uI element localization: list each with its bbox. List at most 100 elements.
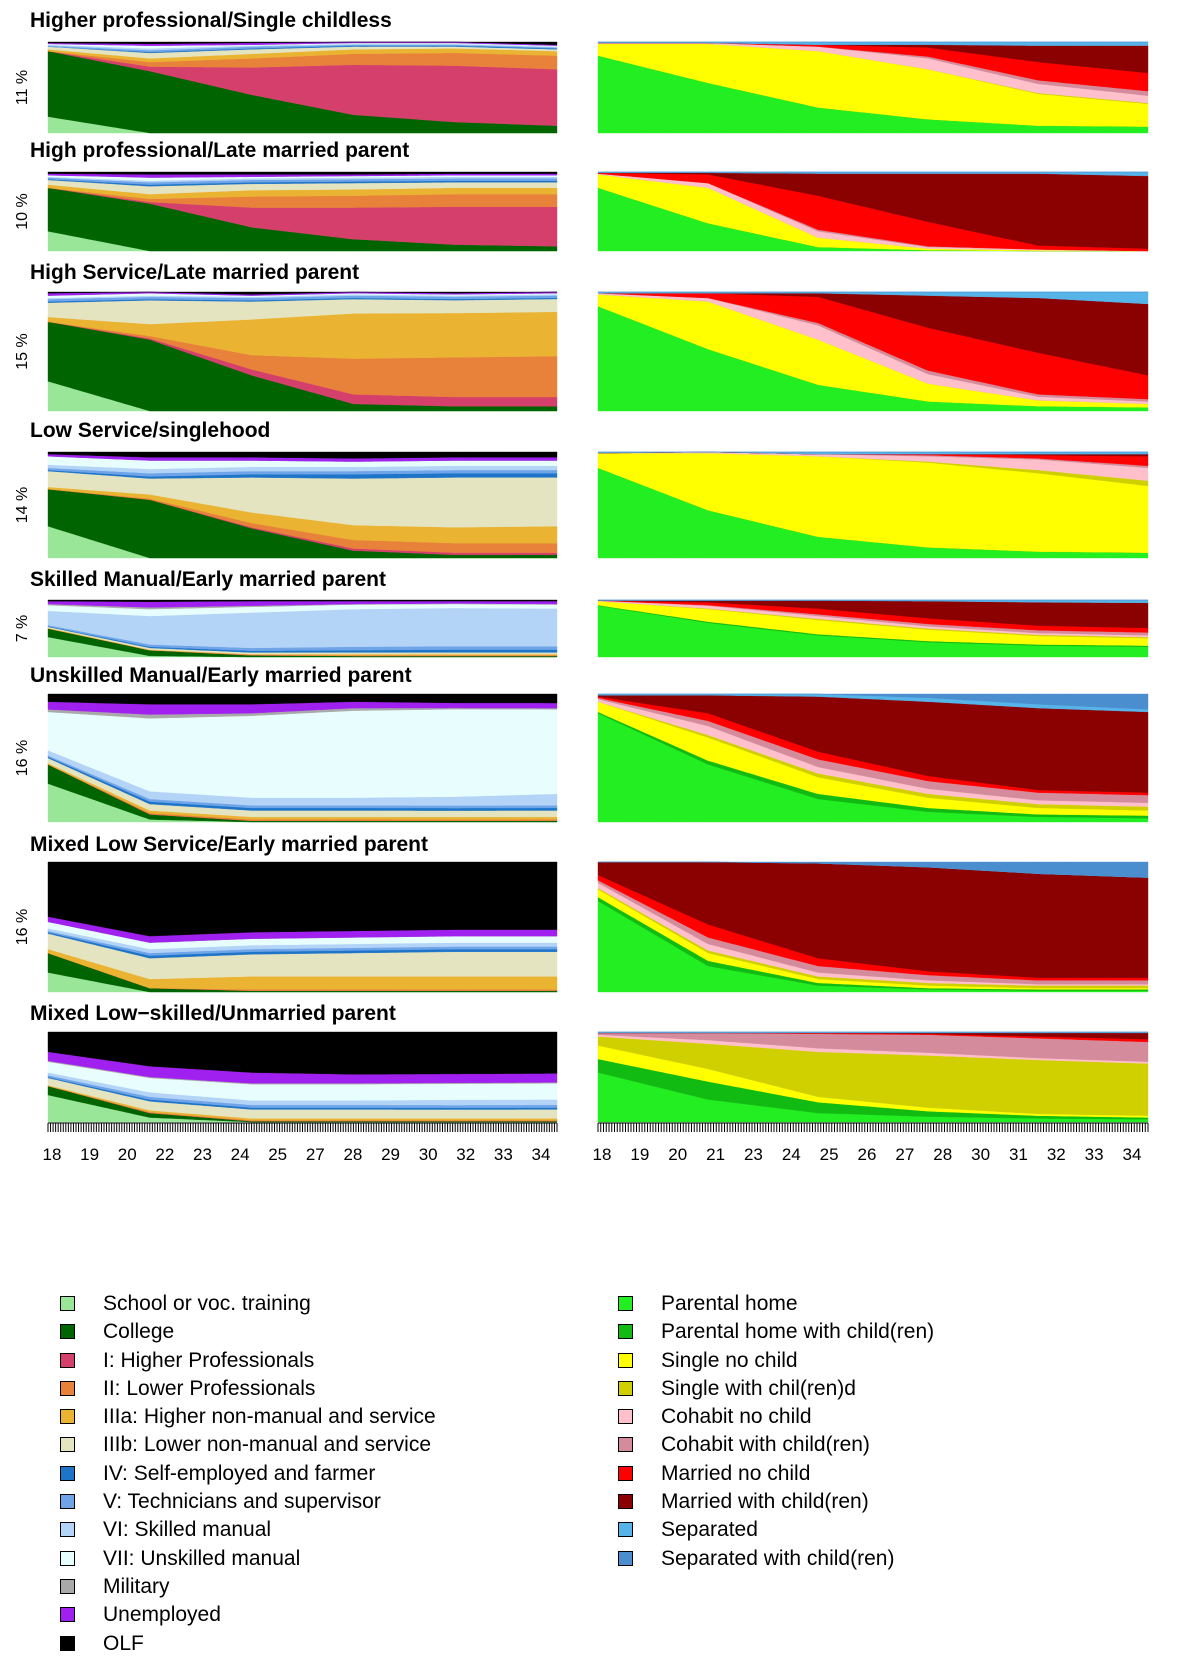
legend-swatch bbox=[60, 1324, 75, 1339]
legend-label: Parental home bbox=[661, 1292, 798, 1315]
legend-occupation: School or voc. training College I: Highe… bbox=[60, 1290, 436, 1658]
legend-label: IV: Self-employed and farmer bbox=[103, 1462, 375, 1485]
legend-swatch bbox=[618, 1466, 633, 1481]
x-tick-label: 33 bbox=[1085, 1145, 1104, 1164]
x-tick-label: 29 bbox=[381, 1145, 400, 1164]
legend-item: Cohabit with child(ren) bbox=[618, 1431, 934, 1459]
cluster-share: 10 % bbox=[14, 193, 31, 229]
legend-label: VI: Skilled manual bbox=[103, 1518, 271, 1541]
legend-item: Single with chil(ren)d bbox=[618, 1375, 934, 1403]
x-tick-label: 23 bbox=[193, 1145, 212, 1164]
occupation-panel bbox=[48, 292, 557, 411]
legend-item: Separated bbox=[618, 1516, 934, 1544]
x-tick-label: 22 bbox=[155, 1145, 174, 1164]
legend-swatch bbox=[618, 1522, 633, 1537]
family-panel bbox=[598, 42, 1148, 133]
legend-item: Married no child bbox=[618, 1460, 934, 1488]
cluster-title: High professional/Late married parent bbox=[30, 139, 409, 162]
area-olf bbox=[48, 694, 557, 704]
legend-item: School or voc. training bbox=[60, 1290, 436, 1318]
x-tick-label: 34 bbox=[532, 1145, 551, 1164]
legend-swatch bbox=[60, 1522, 75, 1537]
x-tick-label: 24 bbox=[782, 1145, 801, 1164]
x-tick-label: 25 bbox=[268, 1145, 287, 1164]
legend-swatch bbox=[60, 1296, 75, 1311]
x-tick-label: 26 bbox=[858, 1145, 877, 1164]
cluster-share: 15 % bbox=[14, 333, 31, 369]
cluster-share: 16 % bbox=[14, 909, 31, 945]
legend-item: Parental home bbox=[618, 1290, 934, 1318]
x-tick-label: 20 bbox=[668, 1145, 687, 1164]
legend-swatch bbox=[618, 1409, 633, 1424]
family-panel bbox=[598, 600, 1148, 657]
legend-label: Married no child bbox=[661, 1462, 810, 1485]
legend-family: Parental home Parental home with child(r… bbox=[618, 1290, 934, 1573]
x-tick-label: 30 bbox=[971, 1145, 990, 1164]
occupation-panel bbox=[48, 172, 557, 251]
legend-swatch bbox=[618, 1494, 633, 1509]
area-olf bbox=[48, 862, 557, 936]
legend-label: Separated with child(ren) bbox=[661, 1547, 894, 1570]
x-axis: 18 19 20 22 23 24 25 27 28 29 30 32 33 34 bbox=[43, 1123, 557, 1164]
occupation-panel bbox=[48, 694, 557, 822]
legend-swatch bbox=[60, 1551, 75, 1566]
legend-label: Parental home with child(ren) bbox=[661, 1320, 934, 1343]
legend-swatch bbox=[60, 1437, 75, 1452]
cluster-share: 14 % bbox=[14, 487, 31, 523]
legend-swatch bbox=[618, 1324, 633, 1339]
legend-label: School or voc. training bbox=[103, 1292, 311, 1315]
family-panel bbox=[598, 1032, 1148, 1122]
cluster-title: High Service/Late married parent bbox=[30, 261, 359, 284]
legend-item: College bbox=[60, 1318, 436, 1346]
legend-swatch bbox=[618, 1353, 633, 1368]
x-tick-label: 25 bbox=[820, 1145, 839, 1164]
x-tick-label: 23 bbox=[744, 1145, 763, 1164]
x-tick-label: 30 bbox=[419, 1145, 438, 1164]
legend-swatch bbox=[60, 1353, 75, 1368]
legend-item: IV: Self-employed and farmer bbox=[60, 1460, 436, 1488]
legend-swatch bbox=[60, 1381, 75, 1396]
cluster-title: Mixed Low−skilled/Unmarried parent bbox=[30, 1002, 396, 1025]
legend-swatch bbox=[60, 1466, 75, 1481]
legend-swatch bbox=[618, 1381, 633, 1396]
legend-item: I: Higher Professionals bbox=[60, 1347, 436, 1375]
x-tick-label: 32 bbox=[456, 1145, 475, 1164]
cluster-title: Mixed Low Service/Early married parent bbox=[30, 833, 428, 856]
x-tick-label: 32 bbox=[1047, 1145, 1066, 1164]
legend-swatch bbox=[618, 1437, 633, 1452]
legend-swatch bbox=[60, 1494, 75, 1509]
family-panel bbox=[598, 172, 1148, 251]
family-panel bbox=[598, 694, 1148, 822]
legend-label: Separated bbox=[661, 1518, 758, 1541]
x-tick-label: 18 bbox=[593, 1145, 612, 1164]
legend-swatch bbox=[60, 1607, 75, 1622]
x-tick-label: 28 bbox=[343, 1145, 362, 1164]
legend-label: Single with chil(ren)d bbox=[661, 1377, 856, 1400]
legend-item: VII: Unskilled manual bbox=[60, 1545, 436, 1573]
x-tick-label: 33 bbox=[494, 1145, 513, 1164]
legend-label: I: Higher Professionals bbox=[103, 1349, 314, 1372]
occupation-panel bbox=[48, 42, 557, 133]
x-tick-label: 18 bbox=[43, 1145, 62, 1164]
sequence-index-plots: Higher professional/Single childless 11 %… bbox=[0, 0, 1197, 1280]
occupation-panel bbox=[48, 452, 557, 558]
legend-item: Unemployed bbox=[60, 1601, 436, 1629]
legend-swatch bbox=[60, 1579, 75, 1594]
x-tick-label: 27 bbox=[895, 1145, 914, 1164]
legend-swatch bbox=[60, 1636, 75, 1651]
cluster-title: Higher professional/Single childless bbox=[30, 9, 392, 32]
x-tick-label: 28 bbox=[933, 1145, 952, 1164]
x-tick-label: 34 bbox=[1123, 1145, 1142, 1164]
legend-item: IIIa: Higher non-manual and service bbox=[60, 1403, 436, 1431]
legend-label: Unemployed bbox=[103, 1603, 221, 1626]
legend-item: Cohabit no child bbox=[618, 1403, 934, 1431]
legend-item: Separated with child(ren) bbox=[618, 1545, 934, 1573]
legend-label: II: Lower Professionals bbox=[103, 1377, 315, 1400]
legend-item: Military bbox=[60, 1573, 436, 1601]
legend-item: V: Technicians and supervisor bbox=[60, 1488, 436, 1516]
occupation-panel bbox=[48, 1032, 557, 1122]
occupation-panel bbox=[48, 600, 557, 657]
cluster-share: 11 % bbox=[14, 70, 31, 105]
legend-label: Married with child(ren) bbox=[661, 1490, 869, 1513]
cluster-title: Skilled Manual/Early married parent bbox=[30, 568, 386, 591]
